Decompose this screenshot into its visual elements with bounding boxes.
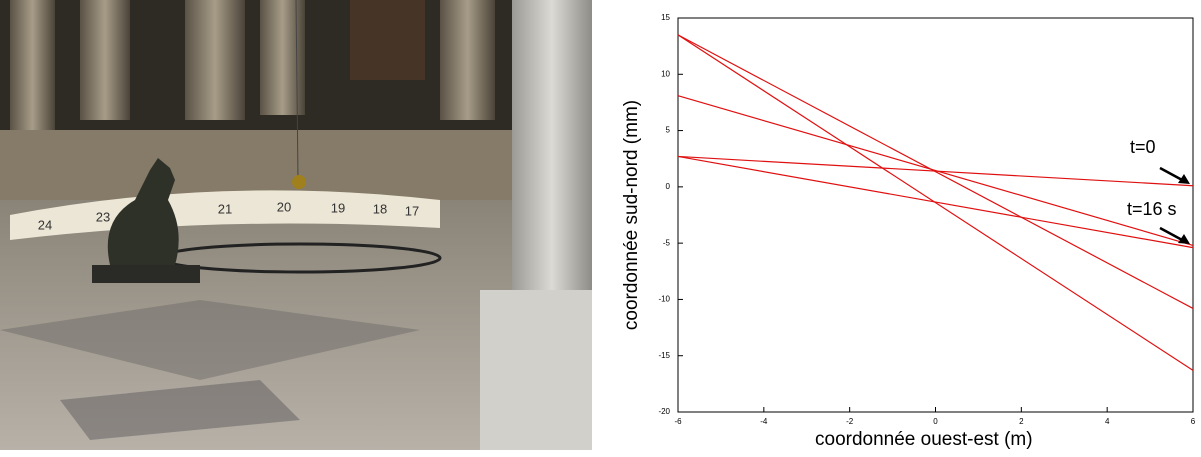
photo: 24 23 21 20 19 18 17 [0, 0, 592, 450]
y-tick-label: 10 [661, 69, 670, 78]
column [260, 0, 305, 115]
x-tick-label: 6 [1191, 417, 1196, 426]
scale-labels: 24 23 21 20 19 18 17 [38, 199, 419, 232]
pillar-base [480, 290, 592, 450]
annotation: t=0 [1130, 137, 1156, 157]
x-axis-label: coordonnée ouest-est (m) [815, 429, 1033, 450]
cat-statue [107, 158, 179, 265]
data-line [677, 34, 1194, 371]
x-tick-label: -6 [674, 417, 682, 426]
column [10, 0, 55, 140]
plot-frame [677, 17, 1194, 413]
y-tick-label: 15 [661, 13, 670, 22]
y-tick-label: -10 [658, 295, 670, 304]
x-tick-label: 4 [1105, 417, 1110, 426]
scale-label: 23 [96, 209, 110, 224]
x-tick-label: 2 [1019, 417, 1024, 426]
y-tick-label: 5 [666, 126, 671, 135]
floor-tile [60, 380, 300, 440]
y-axis-label: coordonnée sud-nord (mm) [621, 100, 642, 330]
statue-base [92, 265, 200, 283]
scale-label: 18 [373, 201, 387, 216]
pillar [512, 0, 592, 290]
column [80, 0, 130, 120]
pendulum-bob [292, 175, 306, 189]
x-tick-label: 0 [933, 417, 938, 426]
column [440, 0, 495, 120]
y-tick-label: 0 [666, 182, 671, 191]
steps [0, 130, 592, 200]
x-tick-label: -2 [846, 417, 854, 426]
floor-tile [0, 300, 420, 380]
y-tick-label: -20 [658, 407, 670, 416]
annotation-arrowhead [1178, 174, 1190, 184]
scale-label: 21 [218, 201, 232, 216]
scale-label: 17 [405, 203, 419, 218]
column [185, 0, 245, 120]
x-tick-label: -4 [760, 417, 768, 426]
data-line [677, 34, 1194, 309]
scale-label: 20 [277, 199, 291, 214]
pendulum-wire [295, 0, 299, 179]
scale-label: 19 [331, 200, 345, 215]
painting [350, 0, 425, 80]
annotation-arrowhead [1178, 234, 1190, 244]
annotation: t=16 s [1127, 199, 1177, 219]
y-tick-label: -5 [663, 238, 671, 247]
y-tick-label: -15 [658, 351, 670, 360]
scale-label: 24 [38, 217, 52, 232]
data-line [677, 95, 1194, 246]
annotation-arrow [1159, 166, 1185, 183]
annotation-arrow [1159, 226, 1185, 243]
